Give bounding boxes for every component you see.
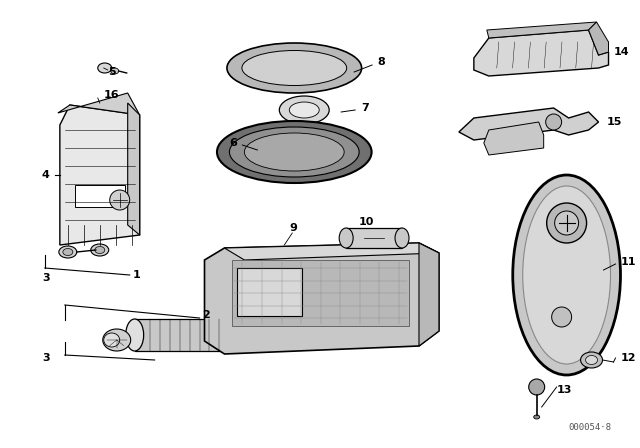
Circle shape: [109, 190, 130, 210]
Ellipse shape: [111, 68, 118, 74]
Text: 16: 16: [104, 90, 120, 100]
Circle shape: [552, 307, 572, 327]
Ellipse shape: [98, 63, 112, 73]
Bar: [134, 319, 234, 351]
Text: 000054·8: 000054·8: [568, 423, 612, 432]
Ellipse shape: [339, 228, 353, 248]
Bar: [346, 228, 402, 248]
Ellipse shape: [217, 121, 372, 183]
Ellipse shape: [245, 327, 259, 339]
Circle shape: [546, 114, 562, 130]
Bar: [75, 185, 125, 207]
Text: 15: 15: [607, 117, 622, 127]
Polygon shape: [484, 122, 544, 155]
Polygon shape: [60, 105, 140, 245]
Ellipse shape: [63, 249, 73, 255]
Circle shape: [555, 211, 579, 235]
Ellipse shape: [523, 186, 611, 364]
Polygon shape: [58, 93, 140, 115]
Ellipse shape: [289, 102, 319, 118]
Ellipse shape: [242, 51, 347, 86]
Text: 10: 10: [359, 217, 374, 227]
Ellipse shape: [513, 175, 621, 375]
Bar: [237, 268, 302, 316]
Polygon shape: [205, 243, 439, 354]
Text: 3: 3: [42, 353, 49, 363]
Polygon shape: [589, 22, 609, 55]
Polygon shape: [419, 243, 439, 346]
Ellipse shape: [125, 319, 143, 351]
Text: 1: 1: [132, 270, 140, 280]
Ellipse shape: [91, 244, 109, 256]
Text: 6: 6: [230, 138, 237, 148]
Text: 8: 8: [377, 57, 385, 67]
Text: 14: 14: [614, 47, 629, 57]
Text: 4: 4: [42, 170, 50, 180]
Ellipse shape: [227, 43, 362, 93]
Text: 13: 13: [557, 385, 572, 395]
Circle shape: [547, 203, 587, 243]
Ellipse shape: [395, 228, 409, 248]
Ellipse shape: [586, 356, 598, 365]
Polygon shape: [459, 108, 598, 140]
Ellipse shape: [230, 127, 359, 177]
Ellipse shape: [580, 352, 602, 368]
Ellipse shape: [244, 133, 344, 171]
Ellipse shape: [279, 96, 329, 124]
Text: 5: 5: [108, 67, 115, 77]
Ellipse shape: [95, 246, 105, 254]
Text: 7: 7: [361, 103, 369, 113]
Text: 3: 3: [42, 273, 49, 283]
Ellipse shape: [59, 246, 77, 258]
Text: 12: 12: [621, 353, 636, 363]
Ellipse shape: [534, 415, 540, 419]
Ellipse shape: [225, 319, 243, 351]
Text: 2: 2: [202, 310, 211, 320]
Text: 11: 11: [621, 257, 636, 267]
Ellipse shape: [103, 329, 131, 351]
Polygon shape: [225, 243, 439, 260]
Polygon shape: [487, 22, 596, 38]
Polygon shape: [474, 30, 609, 76]
Bar: [232, 260, 409, 326]
Polygon shape: [128, 103, 140, 235]
Text: 9: 9: [289, 223, 297, 233]
Ellipse shape: [104, 333, 120, 347]
Circle shape: [529, 379, 545, 395]
